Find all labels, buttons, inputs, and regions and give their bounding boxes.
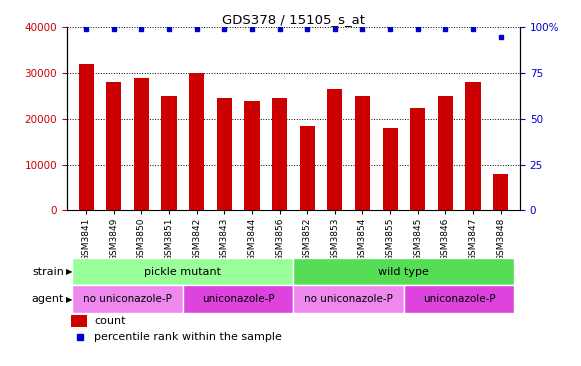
Bar xyxy=(404,285,514,313)
Text: ▶: ▶ xyxy=(66,295,73,304)
Bar xyxy=(245,101,260,210)
Bar xyxy=(78,64,94,210)
Bar xyxy=(465,82,480,210)
Text: pickle mutant: pickle mutant xyxy=(144,267,221,277)
Bar xyxy=(183,285,293,313)
Text: percentile rank within the sample: percentile rank within the sample xyxy=(94,332,282,342)
Bar xyxy=(438,96,453,210)
Bar xyxy=(355,96,370,210)
Text: ▶: ▶ xyxy=(66,267,73,276)
Bar xyxy=(217,98,232,210)
Text: count: count xyxy=(94,316,125,326)
Bar xyxy=(410,108,425,210)
Text: wild type: wild type xyxy=(378,267,429,277)
Title: GDS378 / 15105_s_at: GDS378 / 15105_s_at xyxy=(222,13,365,26)
Bar xyxy=(106,82,121,210)
Bar xyxy=(73,258,293,285)
Bar xyxy=(272,98,287,210)
Bar xyxy=(162,96,177,210)
Bar xyxy=(293,258,514,285)
Text: no uniconazole-P: no uniconazole-P xyxy=(304,294,393,304)
Bar xyxy=(134,78,149,210)
Bar xyxy=(493,174,508,210)
Text: uniconazole-P: uniconazole-P xyxy=(202,294,274,304)
Bar xyxy=(327,89,342,210)
Text: uniconazole-P: uniconazole-P xyxy=(423,294,496,304)
Bar xyxy=(300,126,315,210)
Bar xyxy=(382,128,398,210)
Text: no uniconazole-P: no uniconazole-P xyxy=(83,294,172,304)
Bar xyxy=(71,315,87,327)
Bar xyxy=(73,285,183,313)
Bar xyxy=(293,285,404,313)
Bar xyxy=(189,73,205,210)
Text: strain: strain xyxy=(32,267,64,277)
Text: agent: agent xyxy=(31,294,64,304)
